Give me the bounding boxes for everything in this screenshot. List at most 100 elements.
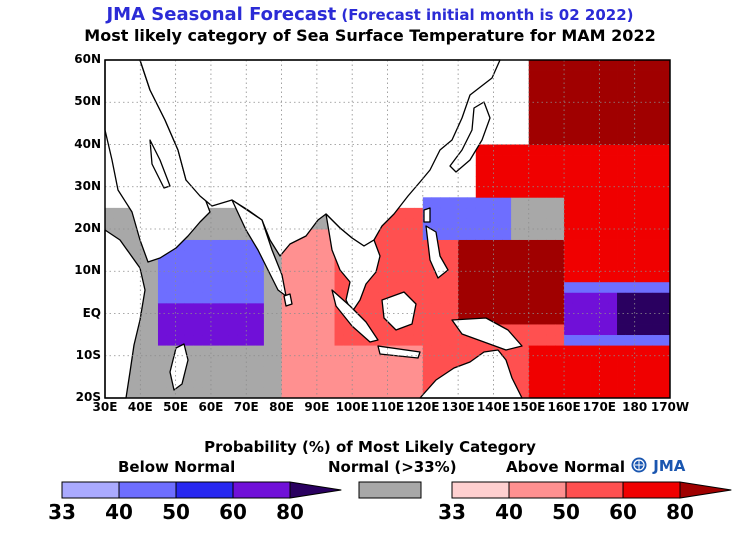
probability-cell — [431, 271, 441, 283]
probability-cell — [625, 91, 636, 103]
probability-cell — [272, 324, 282, 336]
probability-cell — [511, 366, 521, 378]
longitude-label: 170E — [582, 400, 616, 414]
probability-cell — [458, 355, 468, 367]
probability-cell — [555, 133, 565, 145]
probability-cell — [193, 324, 203, 336]
probability-cell — [572, 218, 583, 230]
probability-cell — [625, 102, 636, 114]
probability-cell — [255, 292, 265, 304]
probability-cell — [643, 302, 653, 314]
probability-cell — [511, 176, 521, 188]
probability-cell — [334, 271, 344, 283]
colorbar-segment — [565, 481, 624, 499]
probability-cell — [343, 366, 353, 378]
probability-cell — [643, 281, 653, 293]
probability-cell — [361, 345, 371, 357]
probability-cell — [184, 376, 194, 388]
probability-cell — [599, 70, 609, 82]
probability-cell — [555, 302, 565, 314]
probability-cell — [166, 376, 177, 388]
probability-cell — [325, 366, 335, 378]
probability-cell — [590, 345, 600, 357]
probability-cell — [387, 334, 397, 346]
longitude-label: 110E — [370, 400, 405, 414]
probability-cell — [255, 302, 265, 314]
probability-cell — [422, 197, 433, 209]
probability-cell — [166, 292, 177, 304]
probability-cell — [652, 260, 662, 272]
probability-cell — [149, 376, 159, 388]
probability-cell — [431, 218, 441, 230]
probability-cell — [237, 292, 247, 304]
probability-cell — [228, 355, 238, 367]
probability-cell — [475, 271, 486, 283]
probability-cell — [599, 165, 609, 177]
probability-cell — [528, 133, 538, 145]
probability-cell — [555, 207, 565, 219]
probability-cell — [502, 144, 512, 156]
probability-cell — [661, 218, 671, 230]
probability-cell — [308, 292, 318, 304]
probability-cell — [246, 313, 256, 325]
probability-cell — [564, 229, 574, 240]
probability-cell — [184, 271, 194, 283]
probability-cell — [634, 292, 644, 304]
probability-cell — [466, 218, 477, 230]
probability-cell — [202, 239, 212, 251]
probability-cell — [166, 313, 177, 325]
probability-cell — [564, 281, 574, 293]
probability-cell — [599, 60, 609, 71]
probability-cell — [528, 260, 538, 272]
probability-cell — [617, 197, 627, 209]
probability-cell — [643, 102, 653, 114]
probability-cell — [193, 239, 203, 251]
probability-cell — [537, 155, 547, 167]
legend-title: Probability (%) of Most Likely Category — [204, 438, 536, 456]
probability-cell — [422, 260, 433, 272]
probability-cell — [422, 366, 433, 378]
colorbar-arrow — [679, 481, 732, 499]
probability-cell — [528, 313, 538, 325]
probability-cell — [652, 70, 662, 82]
probability-cell — [281, 355, 291, 367]
probability-cell — [157, 334, 168, 346]
probability-cell — [202, 250, 212, 262]
probability-cell — [458, 239, 468, 251]
probability-cell — [131, 376, 141, 388]
probability-cell — [643, 218, 653, 230]
latitude-label: 10S — [75, 347, 101, 362]
probability-cell — [449, 313, 459, 325]
probability-cell — [581, 292, 591, 304]
above-normal-colorbar — [451, 481, 732, 499]
probability-cell — [149, 260, 159, 272]
probability-cell — [149, 271, 159, 283]
probability-cell — [149, 345, 159, 357]
probability-cell — [608, 81, 618, 93]
probability-cell — [413, 324, 424, 336]
colorbar-segment — [232, 481, 291, 499]
longitude-label: 140E — [476, 400, 511, 414]
probability-cell — [202, 387, 212, 399]
probability-cell — [634, 218, 644, 230]
probability-cell — [493, 229, 503, 240]
probability-cell — [246, 281, 256, 293]
probability-cell — [193, 313, 203, 325]
probability-cell — [369, 302, 380, 314]
probability-cell — [193, 302, 203, 314]
colorbar-tick-label: 33 — [438, 500, 466, 524]
probability-cell — [564, 376, 574, 388]
probability-cell — [572, 334, 583, 346]
probability-cell — [210, 345, 221, 357]
probability-cell — [555, 292, 565, 304]
probability-cell — [316, 302, 327, 314]
probability-cell — [555, 60, 565, 71]
probability-cell — [661, 229, 671, 240]
probability-cell — [281, 250, 291, 262]
probability-cell — [422, 292, 433, 304]
probability-cell — [608, 155, 618, 167]
probability-cell — [378, 366, 388, 378]
probability-cell — [237, 313, 247, 325]
probability-cell — [166, 345, 177, 357]
probability-cell — [431, 366, 441, 378]
